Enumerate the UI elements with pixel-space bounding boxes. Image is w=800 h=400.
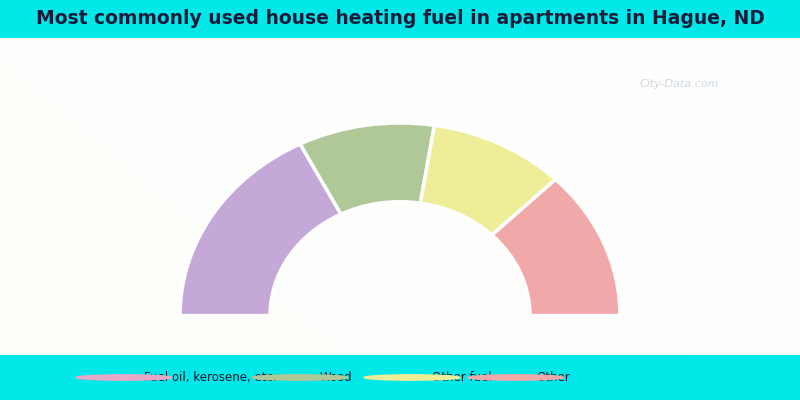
Text: Wood: Wood xyxy=(320,371,353,384)
Circle shape xyxy=(76,375,172,380)
Wedge shape xyxy=(300,123,434,214)
Wedge shape xyxy=(180,144,341,316)
Text: City-Data.com: City-Data.com xyxy=(640,78,719,88)
Text: Other: Other xyxy=(536,371,570,384)
Text: Other fuel: Other fuel xyxy=(432,371,492,384)
Circle shape xyxy=(252,375,348,380)
Wedge shape xyxy=(420,125,555,235)
Circle shape xyxy=(364,375,460,380)
Text: Most commonly used house heating fuel in apartments in Hague, ND: Most commonly used house heating fuel in… xyxy=(35,10,765,28)
Text: Fuel oil, kerosene, etc.: Fuel oil, kerosene, etc. xyxy=(144,371,277,384)
Wedge shape xyxy=(492,179,620,316)
Circle shape xyxy=(468,375,564,380)
